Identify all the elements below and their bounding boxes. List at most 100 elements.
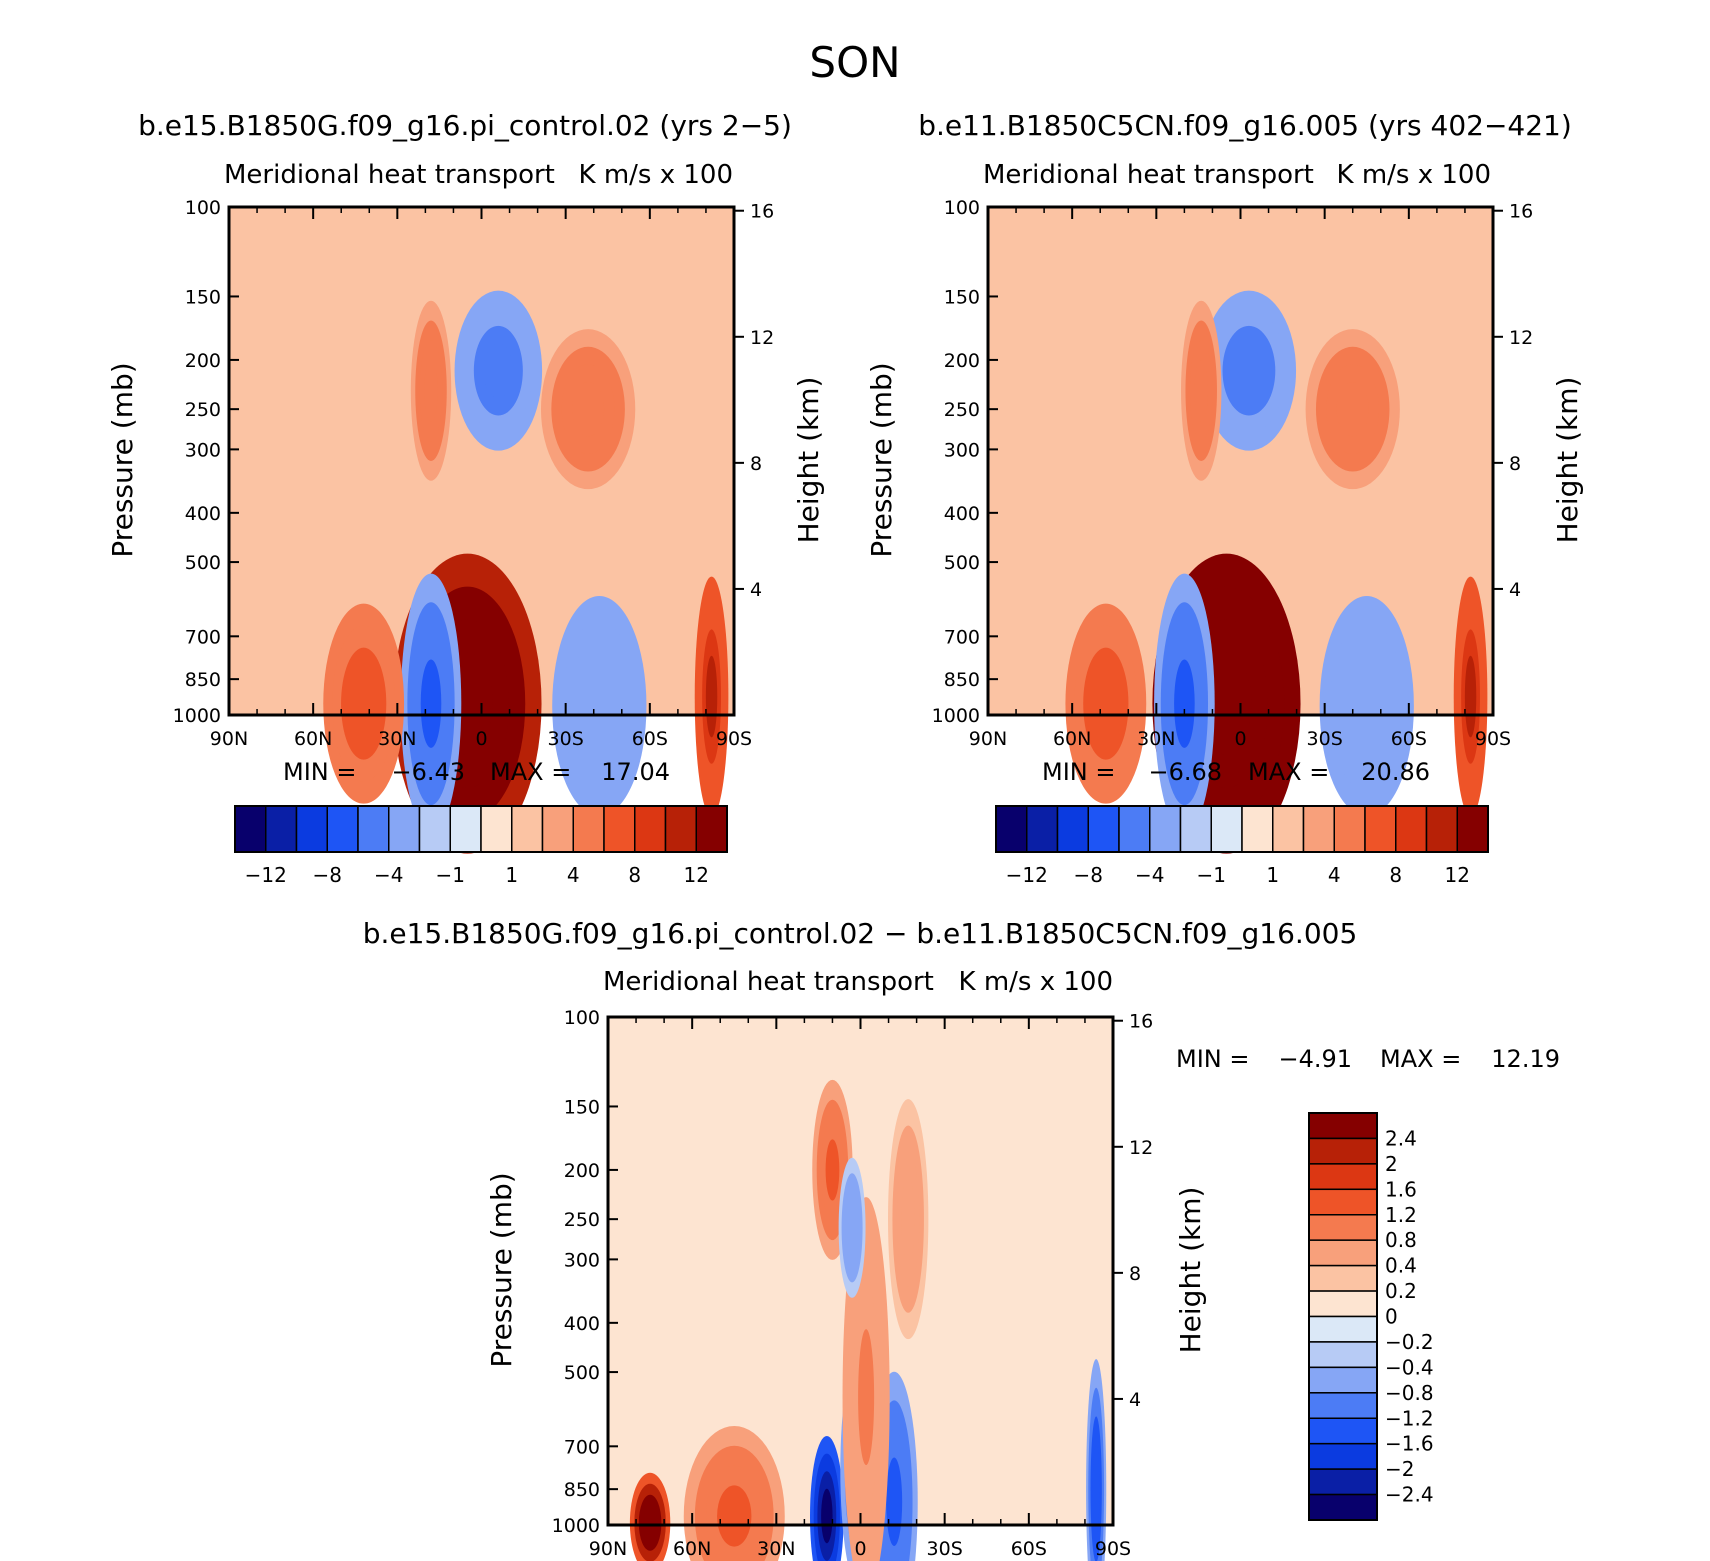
colorbar-swatch bbox=[572, 805, 605, 853]
panel1-field-feature-5-level-3 bbox=[424, 360, 438, 422]
colorbar-swatch bbox=[1308, 1468, 1378, 1496]
colorbar-swatch bbox=[295, 805, 328, 853]
colorbar-swatch bbox=[1056, 805, 1089, 853]
colorbar-swatch bbox=[1308, 1392, 1378, 1419]
panel1-ytick-label: 500 bbox=[185, 552, 221, 574]
panel3-ytick-label: 100 bbox=[564, 1007, 600, 1029]
panel2-ytick-label: 500 bbox=[944, 552, 980, 574]
panel2-ytick-label: 700 bbox=[944, 626, 980, 648]
panel2-case-title: b.e11.B1850C5CN.f09_g16.005 (yrs 402−421… bbox=[918, 109, 1572, 142]
colorbar-swatch bbox=[1210, 805, 1243, 853]
panel3-case-title: b.e15.B1850G.f09_g16.pi_control.02 − b.e… bbox=[363, 917, 1358, 950]
colorbar-swatch bbox=[1272, 805, 1305, 853]
panel3-ytick-label: 700 bbox=[564, 1436, 600, 1458]
panel1-min-label: MIN = bbox=[283, 758, 356, 786]
panel3-ytick-label: 400 bbox=[564, 1313, 600, 1335]
panel1-ytick-label: 150 bbox=[185, 286, 221, 308]
panel1-ytick-label: 200 bbox=[185, 350, 221, 372]
colorbar-swatch bbox=[1179, 805, 1212, 853]
panel2-field-feature-7-level-3 bbox=[1464, 655, 1477, 738]
colorbar-label: 1.6 bbox=[1385, 1177, 1417, 1201]
panel3-ytick-label: 150 bbox=[564, 1096, 600, 1118]
panel3-ytick-label: 250 bbox=[564, 1209, 600, 1231]
colorbar-swatch bbox=[1308, 1290, 1378, 1318]
panel2-field-feature-4-level-3 bbox=[1232, 343, 1265, 398]
colorbar-swatch bbox=[1302, 805, 1335, 853]
panel-control: b.e15.B1850G.f09_g16.pi_control.02 (yrs … bbox=[106, 109, 825, 887]
panel3-height-tick-label: 16 bbox=[1129, 1011, 1153, 1033]
colorbar-swatch bbox=[1425, 805, 1458, 853]
colorbar-swatch bbox=[1308, 1493, 1378, 1521]
panel2-field-feature-3-level-3 bbox=[1092, 669, 1120, 738]
colorbar-swatch bbox=[1149, 805, 1182, 853]
panel3-xtick-label: 60S bbox=[1011, 1538, 1047, 1560]
panel2-field-feature-5-level-3 bbox=[1194, 360, 1209, 422]
panel2-colorbar: −12 −8 −4 −1 1 4 8 12 bbox=[995, 805, 1489, 887]
panel1-height-tick-label: 12 bbox=[750, 327, 774, 349]
panel2-height-tick-label: 16 bbox=[1509, 201, 1533, 223]
colorbar-swatch bbox=[511, 805, 544, 853]
panel2-max-label: MAX = bbox=[1248, 758, 1329, 786]
colorbar-swatch bbox=[1308, 1188, 1378, 1216]
colorbar-swatch bbox=[1395, 805, 1428, 853]
panel3-field-feature-8-level-3 bbox=[847, 1204, 857, 1252]
panel2-title-right: K m/s x 100 bbox=[1337, 160, 1492, 190]
colorbar-label: 1 bbox=[1266, 863, 1279, 887]
panel3-ylabel-right: Height (km) bbox=[1174, 1187, 1207, 1354]
panel2-title-left: Meridional heat transport bbox=[983, 160, 1314, 190]
panel3-field-feature-0-level-3 bbox=[643, 1505, 657, 1540]
colorbar-label: 0.2 bbox=[1385, 1279, 1417, 1303]
panel2-xtick-label: 90S bbox=[1475, 728, 1511, 750]
colorbar-label: 2.4 bbox=[1385, 1126, 1417, 1150]
colorbar-swatch bbox=[1308, 1341, 1378, 1369]
colorbar-label: −1.2 bbox=[1385, 1406, 1434, 1430]
colorbar-swatch bbox=[1308, 1442, 1378, 1470]
panel1-ytick-label: 700 bbox=[185, 626, 221, 648]
panel3-min-value: −4.91 bbox=[1278, 1045, 1352, 1073]
colorbar-label: −12 bbox=[245, 863, 287, 887]
panel2-ytick-label: 400 bbox=[944, 503, 980, 525]
colorbar-label: −1 bbox=[436, 863, 465, 887]
panel1-max-value: 17.04 bbox=[601, 758, 670, 786]
colorbar-label: −0.4 bbox=[1385, 1355, 1434, 1379]
colorbar-swatch bbox=[541, 805, 574, 853]
colorbar-swatch bbox=[1026, 805, 1059, 853]
panel3-xtick-label: 0 bbox=[854, 1538, 866, 1560]
panel3-field-feature-2-level-3 bbox=[821, 1488, 833, 1544]
panel2-ytick-label: 850 bbox=[944, 669, 980, 691]
panel1-ytick-label: 100 bbox=[185, 197, 221, 219]
panel1-min-value: −6.43 bbox=[391, 758, 465, 786]
panel2-ytick-label: 300 bbox=[944, 439, 980, 461]
panel3-ytick-label: 200 bbox=[564, 1160, 600, 1182]
colorbar-label: 1 bbox=[505, 863, 518, 887]
panel2-ytick-label: 250 bbox=[944, 399, 980, 421]
colorbar-label: 1.2 bbox=[1385, 1203, 1417, 1227]
colorbar-label: 0.4 bbox=[1385, 1254, 1417, 1278]
panel1-field-feature-7-level-3 bbox=[705, 655, 718, 738]
panel3-xtick-label: 60N bbox=[673, 1538, 711, 1560]
colorbar-swatch bbox=[1308, 1417, 1378, 1445]
panel1-ylabel: Pressure (mb) bbox=[106, 362, 139, 557]
panel2-xtick-label: 60N bbox=[1053, 728, 1091, 750]
panel1-max-label: MAX = bbox=[490, 758, 571, 786]
colorbar-label: −4 bbox=[374, 863, 403, 887]
panel3-ytick-label: 850 bbox=[564, 1479, 600, 1501]
colorbar-swatch bbox=[995, 805, 1028, 853]
panel1-height-tick-label: 8 bbox=[750, 453, 762, 475]
panel1-xtick-label: 30S bbox=[548, 728, 584, 750]
panel1-xtick-label: 60S bbox=[632, 728, 668, 750]
colorbar-swatch bbox=[603, 805, 636, 853]
panel2-xtick-label: 30S bbox=[1307, 728, 1343, 750]
panel3-ylabel: Pressure (mb) bbox=[485, 1172, 518, 1367]
panel3-field-feature-1-level-3 bbox=[717, 1485, 752, 1547]
panel3-field-feature-9-level-3 bbox=[901, 1178, 916, 1260]
colorbar-swatch bbox=[480, 805, 513, 853]
colorbar-swatch bbox=[234, 805, 267, 853]
panel1-field-feature-1-level-3 bbox=[420, 659, 442, 748]
figure-title: SON bbox=[809, 38, 900, 87]
colorbar-swatch bbox=[1308, 1264, 1378, 1292]
panel3-xtick-label: 90N bbox=[589, 1538, 627, 1560]
